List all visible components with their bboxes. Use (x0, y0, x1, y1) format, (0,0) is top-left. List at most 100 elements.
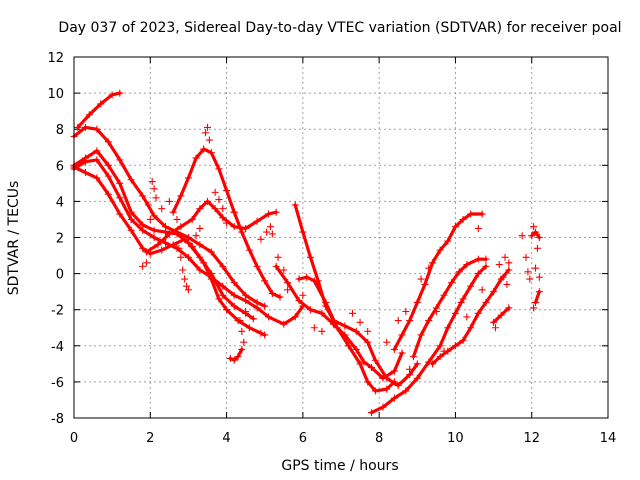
y-tick-label: 0 (56, 268, 64, 283)
scatter-point (524, 268, 532, 276)
data-point (265, 313, 273, 321)
data-point (383, 374, 391, 382)
scatter-point (175, 244, 183, 252)
data-point (207, 248, 215, 256)
x-tick-label: 2 (146, 431, 154, 446)
data-point (436, 246, 444, 254)
data-point (93, 147, 101, 155)
data-point (459, 295, 467, 303)
data-point (413, 298, 421, 306)
data-point (196, 266, 204, 274)
scatter-point (173, 215, 181, 223)
data-point (440, 291, 448, 299)
scatter-point (238, 327, 246, 335)
data-point (295, 275, 303, 283)
data-point (184, 253, 192, 261)
scatter-point (432, 308, 440, 316)
scatter-point (263, 228, 271, 236)
data-point (390, 345, 398, 353)
data-point (436, 342, 444, 350)
scatter-point (310, 324, 318, 332)
data-point (245, 246, 253, 254)
scatter-point (230, 208, 238, 216)
data-point (352, 327, 360, 335)
scatter-point (402, 308, 410, 316)
scatter-point (478, 286, 486, 294)
data-point (284, 279, 292, 287)
x-tick-label: 8 (375, 431, 383, 446)
data-point (425, 358, 433, 366)
series-line-trace-10 (293, 203, 419, 388)
data-point (219, 282, 227, 290)
scatter-point (499, 273, 507, 281)
scatter-point (242, 308, 250, 316)
data-point (93, 156, 101, 164)
data-point (154, 241, 162, 249)
scatter-point (142, 259, 150, 267)
data-point (196, 241, 204, 249)
data-point (280, 320, 288, 328)
scatter-point (383, 338, 391, 346)
data-point (184, 239, 192, 247)
scatter-point (181, 275, 189, 283)
scatter-point (533, 244, 541, 252)
data-point (234, 353, 242, 361)
data-point (204, 197, 211, 205)
data-point (333, 324, 341, 332)
data-point (219, 291, 227, 299)
scatter-point (495, 261, 503, 269)
data-point (177, 192, 185, 200)
data-point (398, 349, 406, 357)
data-point (329, 317, 337, 325)
data-point (219, 262, 227, 270)
data-point (142, 248, 150, 256)
data-point (253, 217, 261, 225)
data-point (421, 280, 429, 288)
scatter-point (474, 224, 482, 232)
data-point (150, 226, 158, 234)
data-point (104, 161, 112, 169)
data-point (150, 212, 158, 220)
data-point (528, 232, 536, 240)
scatter-point (530, 223, 538, 231)
x-tick-label: 0 (70, 431, 78, 446)
data-point (165, 230, 173, 238)
data-point (253, 304, 261, 312)
data-point (81, 123, 89, 131)
data-point (238, 345, 246, 353)
data-point (436, 353, 444, 361)
data-point (306, 306, 314, 314)
data-point (238, 228, 246, 236)
scatter-point (240, 338, 248, 346)
scatter-point (274, 253, 282, 261)
data-point (459, 336, 467, 344)
data-point (268, 289, 276, 297)
scatter-point (204, 123, 211, 131)
data-point (490, 288, 498, 296)
data-point (467, 324, 475, 332)
data-point (535, 234, 543, 241)
y-tick-label: 10 (47, 87, 64, 102)
data-point (108, 91, 116, 99)
data-point (368, 363, 376, 371)
y-tick-labels: -8 -6 -4 -2 0 2 4 6 8 10 12 (47, 51, 64, 427)
data-point (97, 100, 105, 108)
data-point (352, 345, 360, 353)
data-point (104, 138, 112, 146)
series-line-trace-16 (228, 347, 244, 362)
scatter-point (364, 327, 372, 335)
data-point (169, 241, 177, 249)
data-point (261, 331, 269, 339)
data-point (162, 228, 170, 236)
data-point (104, 172, 112, 180)
data-point (417, 331, 425, 339)
y-tick-label: -2 (51, 304, 64, 319)
data-point (200, 259, 208, 267)
data-point (402, 387, 410, 395)
data-point (146, 250, 154, 258)
data-point (467, 282, 475, 290)
data-point (371, 356, 379, 364)
x-tick-label: 12 (523, 431, 540, 446)
data-point (390, 394, 398, 402)
data-point (162, 239, 170, 247)
